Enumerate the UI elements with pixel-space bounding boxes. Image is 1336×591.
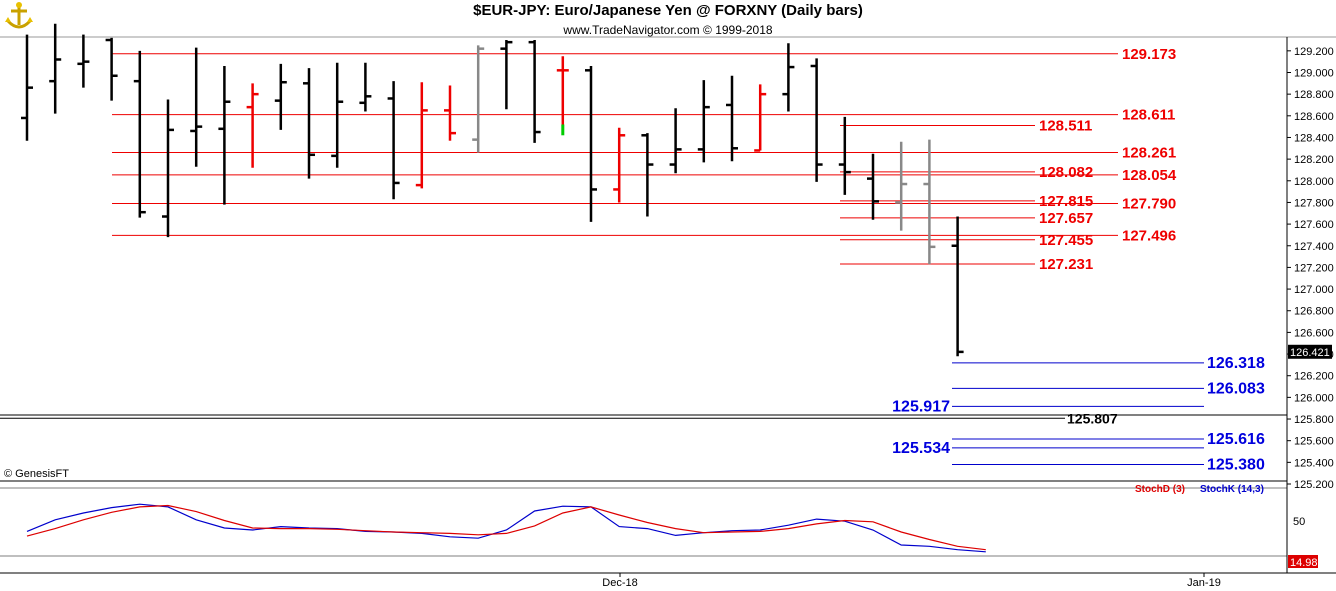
y-tick-label: 126.600 bbox=[1294, 327, 1334, 339]
level-label: 125.380 bbox=[1207, 457, 1265, 474]
y-tick-label: 128.600 bbox=[1294, 111, 1334, 123]
level-label: 127.657 bbox=[1039, 210, 1093, 227]
y-tick-label: 127.200 bbox=[1294, 262, 1334, 274]
y-tick-label: 127.400 bbox=[1294, 241, 1334, 253]
y-tick-label: 125.800 bbox=[1294, 414, 1334, 426]
last-price-box bbox=[1288, 344, 1332, 359]
trade-navigator-logo-icon[interactable] bbox=[2, 1, 36, 33]
y-tick-label: 126.000 bbox=[1294, 392, 1334, 404]
y-tick-label: 128.400 bbox=[1294, 132, 1334, 144]
level-label: 125.534 bbox=[892, 440, 950, 457]
price-bars bbox=[21, 23, 964, 357]
y-tick-label: 128.800 bbox=[1294, 89, 1334, 101]
level-label: 125.807 bbox=[1067, 410, 1118, 426]
level-label: 128.054 bbox=[1122, 167, 1177, 184]
stoch-value-label: 14.98 bbox=[1290, 557, 1318, 569]
y-tick-label: 128.200 bbox=[1294, 154, 1334, 166]
support-resistance-levels: 129.173 128.611 128.511 128.261 128.082 128.0… bbox=[0, 46, 1265, 474]
level-label: 127.815 bbox=[1039, 193, 1093, 210]
y-tick-label: 129.200 bbox=[1294, 46, 1334, 58]
y-tick-label: 125.400 bbox=[1294, 457, 1334, 469]
copyright-label: © GenesisFT bbox=[4, 468, 69, 480]
level-label: 128.511 bbox=[1039, 117, 1092, 134]
y-tick-label: 127.600 bbox=[1294, 219, 1334, 231]
level-label: 128.082 bbox=[1039, 164, 1093, 181]
stoch-value-box bbox=[1288, 555, 1318, 568]
last-price-label: 126.421 bbox=[1290, 347, 1330, 359]
y-tick-label: 126.200 bbox=[1294, 371, 1334, 383]
stoch-tick-label: 50 bbox=[1293, 516, 1305, 528]
level-label: 127.231 bbox=[1039, 256, 1093, 273]
level-label: 126.318 bbox=[1207, 355, 1265, 372]
level-label: 126.083 bbox=[1207, 380, 1265, 397]
y-tick-label: 125.200 bbox=[1294, 479, 1334, 491]
stoch-line bbox=[26, 504, 986, 551]
x-tick-label: Dec-18 bbox=[602, 577, 637, 589]
price-axis: 129.200 129.000 128.800 128.600 128.400 128.2… bbox=[1287, 46, 1334, 491]
level-label: 128.611 bbox=[1122, 107, 1175, 124]
x-tick-label: Jan-19 bbox=[1187, 577, 1221, 589]
y-tick-label: 126.800 bbox=[1294, 306, 1334, 318]
chart-frame bbox=[0, 36, 1336, 574]
level-label: 129.173 bbox=[1122, 46, 1176, 63]
chart-subtitle: www.TradeNavigator.com © 1999-2018 bbox=[563, 23, 773, 37]
y-tick-label: 125.600 bbox=[1294, 436, 1334, 448]
level-label: 128.261 bbox=[1122, 145, 1176, 162]
y-tick-label: 128.000 bbox=[1294, 176, 1334, 188]
stoch-line bbox=[26, 503, 986, 553]
level-label: 127.455 bbox=[1039, 232, 1093, 249]
y-tick-label: 127.800 bbox=[1294, 197, 1334, 209]
level-label: 127.496 bbox=[1122, 227, 1176, 244]
legend-stochk: StochK (14,3) bbox=[1200, 484, 1264, 495]
level-label: 127.790 bbox=[1122, 196, 1176, 213]
y-tick-label: 127.000 bbox=[1294, 284, 1334, 296]
date-axis: Dec-18 Jan-19 bbox=[602, 573, 1221, 589]
y-tick-label: 129.000 bbox=[1294, 67, 1334, 79]
legend-stochd: StochD (3) bbox=[1135, 484, 1185, 495]
level-label: 125.616 bbox=[1207, 431, 1265, 448]
stochastic-panel: StochD (3) StochK (14,3) 50 14.98 bbox=[26, 484, 1318, 569]
chart-title: $EUR-JPY: Euro/Japanese Yen @ FORXNY (Da… bbox=[473, 2, 863, 19]
level-label: 125.917 bbox=[892, 398, 950, 415]
